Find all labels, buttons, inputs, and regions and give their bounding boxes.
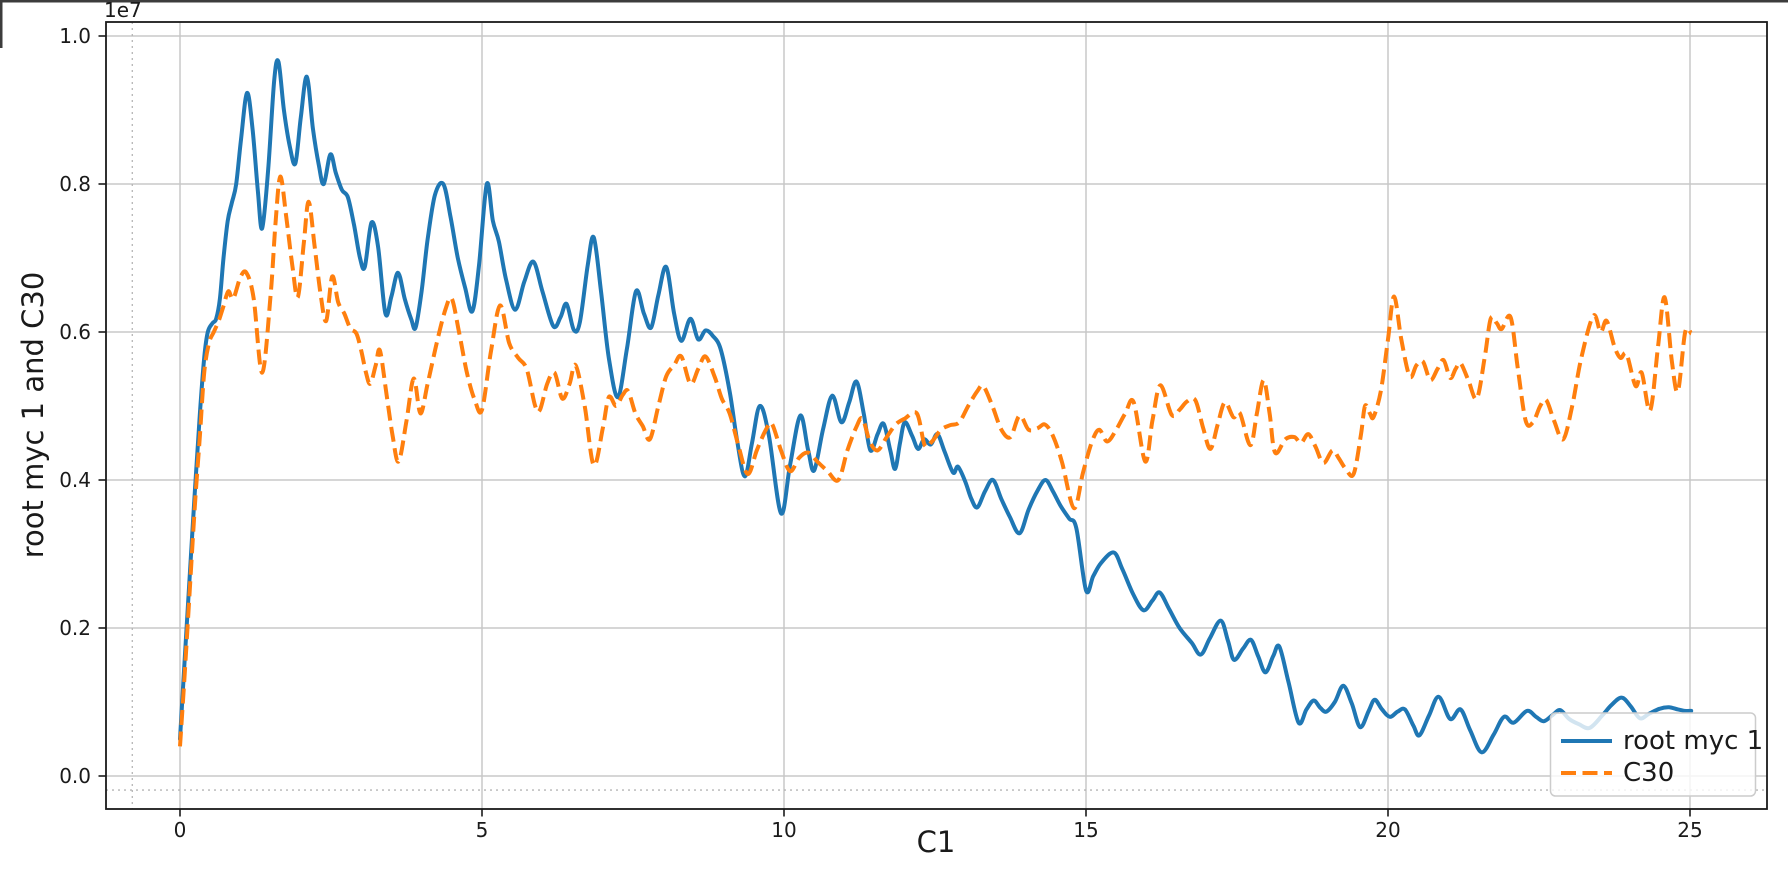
legend-label-root-myc-1: root myc 1	[1623, 726, 1763, 756]
x-tick-label-10: 10	[771, 818, 796, 842]
y-tick-label-0.2: 0.2	[59, 616, 91, 640]
y-tick-label-1.0: 1.0	[59, 24, 91, 48]
gridlines	[106, 22, 1767, 809]
y-tick-label-0.8: 0.8	[59, 172, 91, 196]
y-tick-label-0.0: 0.0	[59, 764, 91, 788]
window-top-border	[0, 0, 1788, 3]
x-tick-label-15: 15	[1073, 818, 1098, 842]
y-tick-label-0.6: 0.6	[59, 320, 91, 344]
x-tick-label-0: 0	[174, 818, 187, 842]
legend-label-c30: C30	[1623, 758, 1674, 788]
plot-border	[105, 21, 1768, 810]
y-axis-label: root myc 1 and C30	[16, 272, 50, 559]
legend: root myc 1 C30	[1549, 712, 1763, 797]
window-left-border	[0, 0, 3, 48]
x-tick-label-20: 20	[1375, 818, 1400, 842]
y-axis-offset-text: 1e7	[104, 0, 142, 22]
x-tick-label-5: 5	[476, 818, 489, 842]
y-tick-label-0.4: 0.4	[59, 468, 91, 492]
series-line-c30	[178, 174, 1693, 747]
axis-tick-labels: 0 5 10 15 20 25 0.0 0.2 0.4 0.6 0.8 1.0	[59, 24, 1703, 842]
x-axis-label: C1	[917, 825, 956, 859]
series-line-root-myc-1	[178, 58, 1694, 755]
legend-box	[1549, 712, 1757, 797]
x-tick-label-25: 25	[1677, 818, 1702, 842]
axis-ticks	[98, 35, 1691, 817]
